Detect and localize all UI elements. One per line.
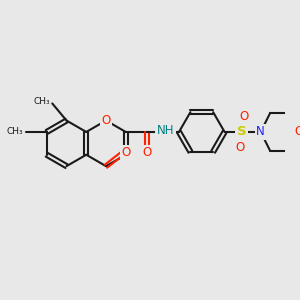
Text: O: O bbox=[101, 114, 111, 127]
Text: O: O bbox=[294, 125, 300, 138]
Text: O: O bbox=[239, 110, 248, 123]
Text: O: O bbox=[121, 146, 130, 159]
Text: CH₃: CH₃ bbox=[6, 128, 23, 136]
Text: NH: NH bbox=[157, 124, 174, 137]
Text: N: N bbox=[256, 125, 265, 138]
Text: O: O bbox=[235, 141, 244, 154]
Text: S: S bbox=[237, 125, 247, 138]
Text: O: O bbox=[142, 146, 151, 159]
Text: CH₃: CH₃ bbox=[34, 97, 50, 106]
